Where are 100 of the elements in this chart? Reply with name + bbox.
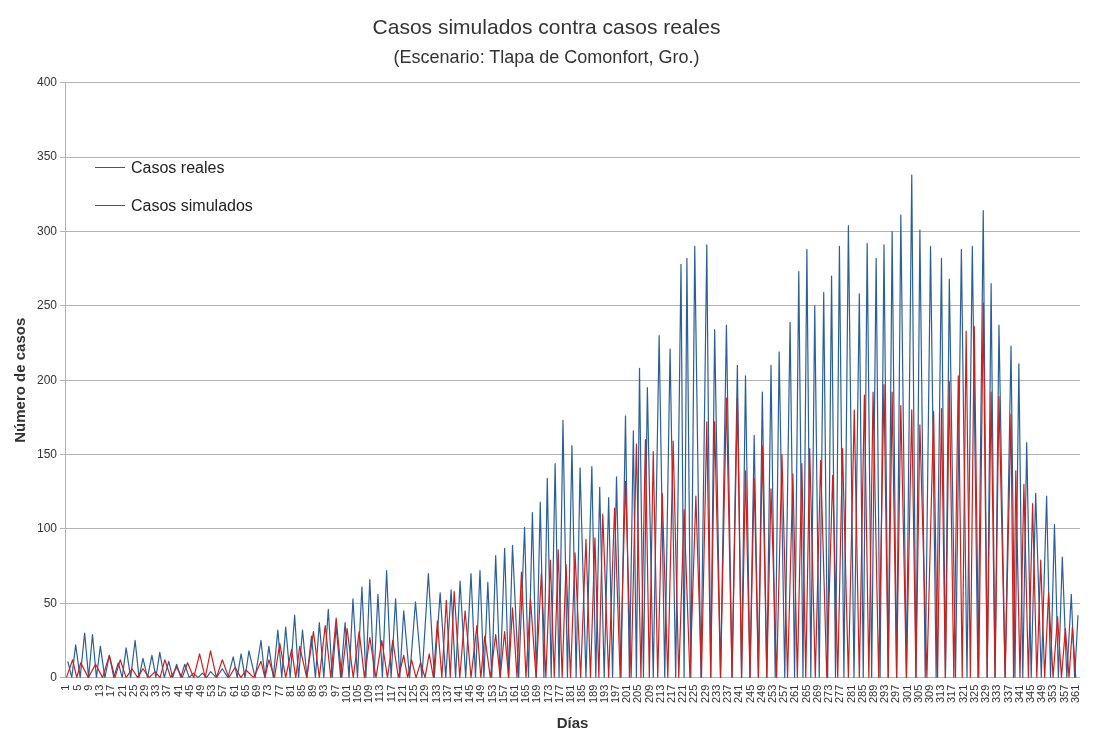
- y-tick-label: 350: [36, 149, 58, 164]
- x-tick-label: 41: [171, 684, 184, 697]
- x-tick-label: 305: [911, 684, 924, 704]
- x-tick-label: 345: [1023, 684, 1036, 704]
- y-tick-label: 0: [50, 669, 58, 684]
- x-tick-label: 53: [205, 684, 218, 697]
- x-tick-label: 129: [418, 684, 431, 704]
- y-tick-label: 100: [36, 521, 58, 536]
- chart-title: Casos simulados contra casos reales: [372, 15, 721, 39]
- x-tick-label: 165: [519, 684, 532, 704]
- x-tick-label: 29: [137, 684, 150, 697]
- x-tick-label: 193: [597, 684, 610, 704]
- x-tick-label: 137: [440, 684, 453, 704]
- x-tick-label: 189: [586, 684, 599, 704]
- x-tick-label: 13: [93, 684, 106, 697]
- x-tick-label: 173: [541, 684, 554, 704]
- x-tick-label: 17: [104, 684, 117, 697]
- x-tick-label: 101: [339, 684, 352, 704]
- x-tick-label: 161: [508, 684, 521, 704]
- chart-subtitle: (Escenario: Tlapa de Comonfort, Gro.): [393, 46, 700, 67]
- y-tick-label: 50: [43, 595, 58, 610]
- x-tick-label: 153: [485, 684, 498, 704]
- x-tick-label: 73: [261, 684, 274, 697]
- x-tick-label: 125: [407, 684, 420, 704]
- x-tick-label: 329: [979, 684, 992, 704]
- x-tick-label: 97: [328, 684, 341, 697]
- x-tick-label: 145: [463, 684, 476, 704]
- x-tick-label: 9: [81, 684, 94, 691]
- x-tick-label: 297: [889, 684, 902, 704]
- x-tick-label: 45: [182, 684, 195, 697]
- x-tick-label: 77: [272, 684, 285, 697]
- x-tick-label: 65: [238, 684, 251, 697]
- x-tick-label: 313: [934, 684, 947, 704]
- x-tick-label: 21: [115, 684, 128, 697]
- x-tick-label: 185: [575, 684, 588, 704]
- x-tick-label: 289: [866, 684, 879, 704]
- x-tick-label: 341: [1012, 684, 1025, 704]
- y-tick-label: 150: [36, 446, 58, 461]
- x-tick-label: 209: [642, 684, 655, 704]
- x-tick-label: 105: [351, 684, 364, 704]
- x-tick-label: 33: [149, 684, 162, 697]
- x-tick-label: 109: [362, 684, 375, 704]
- x-tick-label: 37: [160, 684, 173, 697]
- x-tick-label: 225: [687, 684, 700, 704]
- y-tick-label: 400: [36, 75, 58, 90]
- x-tick-label: 213: [653, 684, 666, 704]
- y-tick-label: 250: [36, 298, 58, 313]
- x-tick-label: 201: [620, 684, 633, 704]
- x-tick-label: 337: [1001, 684, 1014, 704]
- x-tick-label: 141: [451, 684, 464, 704]
- x-tick-label: 349: [1035, 684, 1048, 704]
- x-tick-label: 121: [395, 684, 408, 704]
- y-tick-label: 200: [36, 372, 58, 387]
- x-tick-label: 277: [833, 684, 846, 704]
- x-tick-label: 61: [227, 684, 240, 697]
- x-tick-label: 221: [676, 684, 689, 704]
- x-tick-label: 285: [855, 684, 868, 704]
- x-tick-label: 157: [496, 684, 509, 704]
- x-tick-label: 253: [766, 684, 778, 704]
- x-tick-label: 241: [732, 684, 745, 704]
- x-tick-label: 333: [990, 684, 1003, 704]
- x-tick-label: 317: [945, 684, 958, 704]
- x-tick-label: 177: [552, 684, 565, 704]
- x-tick-label: 353: [1046, 684, 1059, 704]
- x-tick-label: 69: [250, 684, 263, 697]
- x-tick-label: 117: [384, 684, 397, 703]
- x-tick-label: 233: [709, 684, 722, 704]
- x-tick-label: 89: [306, 684, 319, 697]
- x-tick-label: 85: [294, 684, 307, 697]
- x-tick-label: 265: [799, 684, 812, 704]
- x-tick-label: 197: [608, 684, 621, 704]
- x-tick-label: 49: [194, 684, 207, 697]
- x-tick-label: 5: [70, 684, 83, 691]
- x-tick-label: 113: [373, 684, 386, 703]
- x-tick-label: 57: [216, 684, 229, 697]
- x-tick-label: 273: [822, 684, 835, 704]
- x-tick-label: 309: [923, 684, 936, 704]
- x-tick-label: 229: [698, 684, 711, 704]
- x-tick-label: 301: [900, 684, 913, 704]
- x-tick-label: 25: [126, 684, 139, 697]
- x-axis-title: Días: [556, 714, 589, 732]
- x-tick-label: 1: [59, 684, 72, 691]
- x-tick-label: 245: [743, 684, 756, 704]
- x-tick-label: 169: [530, 684, 543, 704]
- x-tick-label: 181: [564, 684, 577, 704]
- x-tick-label: 321: [956, 684, 969, 704]
- x-tick-label: 261: [788, 684, 801, 704]
- x-tick-label: 269: [810, 684, 823, 704]
- legend-label: Casos reales: [131, 158, 225, 177]
- x-tick-label: 357: [1057, 684, 1070, 704]
- x-tick-label: 325: [967, 684, 980, 704]
- y-tick-label: 300: [36, 223, 58, 238]
- x-tick-label: 81: [283, 684, 296, 697]
- x-tick-label: 361: [1068, 684, 1081, 704]
- x-tick-label: 133: [429, 684, 442, 704]
- x-tick-label: 149: [474, 684, 487, 704]
- x-tick-label: 249: [754, 684, 767, 704]
- x-tick-label: 281: [844, 684, 857, 704]
- x-tick-label: 93: [317, 684, 330, 697]
- x-tick-label: 237: [721, 684, 734, 704]
